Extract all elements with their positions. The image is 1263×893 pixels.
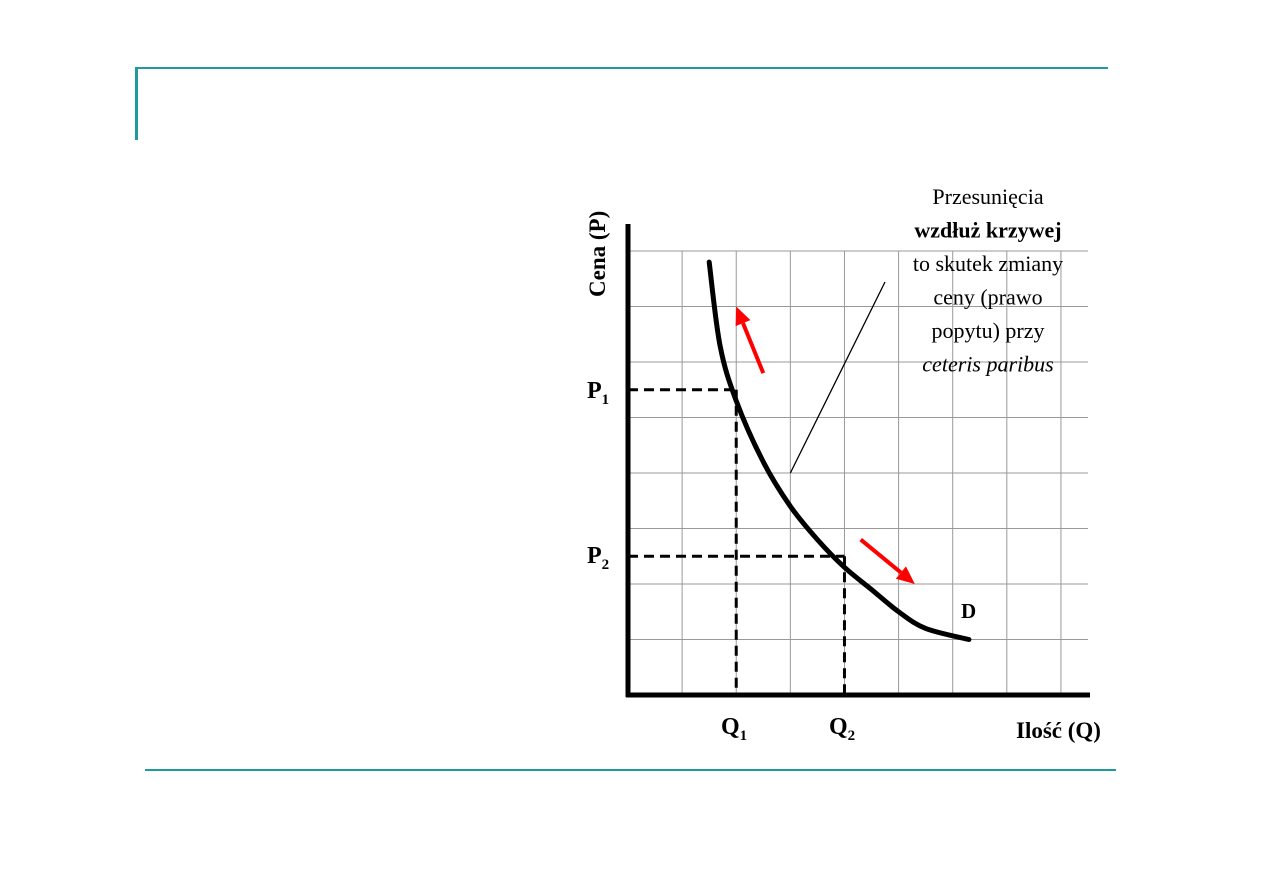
annotation-line: ceteris paribus (922, 352, 1053, 377)
arrow-up-shaft (741, 322, 766, 374)
frame-top-line (136, 67, 1108, 69)
demand-curve (706, 259, 972, 642)
grid (628, 250, 1088, 695)
curve-label-d: D (961, 599, 976, 623)
q1-label-main: Q (721, 714, 740, 740)
annotation-line: popytu) przy (931, 318, 1044, 343)
q1-label-sub: 1 (740, 728, 748, 744)
frame-left-line (135, 67, 138, 140)
arrow-down-shaft (859, 538, 903, 575)
p2-label: P2 (587, 543, 609, 573)
p1-label-main: P (587, 378, 602, 404)
annotation-line: ceny (prawo (933, 285, 1042, 310)
annotation-line: Przesunięcia (932, 184, 1043, 209)
frame-bottom-line (145, 769, 1116, 771)
labels: Cena (P) Ilość (Q) P1 P2 Q1 Q2 D (585, 211, 1101, 744)
p1-label: P1 (587, 378, 609, 408)
axes (625, 224, 1090, 698)
p2-label-sub: 2 (602, 557, 610, 573)
q2-label-main: Q (829, 714, 848, 740)
q1-label: Q1 (721, 714, 747, 744)
p2-label-main: P (587, 543, 602, 569)
annotation-line: to skutek zmiany (913, 251, 1063, 276)
movement-arrows (735, 306, 915, 584)
annotation-line: wzdłuż krzywej (914, 218, 1061, 243)
guide-lines (628, 388, 846, 695)
annotation-text: Przesunięcia wzdłuż krzywej to skutek zmia… (913, 184, 1063, 377)
p1-label-sub: 1 (602, 392, 610, 408)
demand-curve-group (706, 259, 972, 642)
arrow-down-head (895, 566, 915, 584)
arrow-up-head (735, 306, 751, 327)
q2-label-sub: 2 (848, 728, 856, 744)
annotation-pointer-line (789, 281, 886, 474)
y-axis-title: Cena (P) (585, 211, 610, 297)
q2-label: Q2 (829, 714, 855, 744)
x-axis-title: Ilość (Q) (1016, 718, 1101, 743)
